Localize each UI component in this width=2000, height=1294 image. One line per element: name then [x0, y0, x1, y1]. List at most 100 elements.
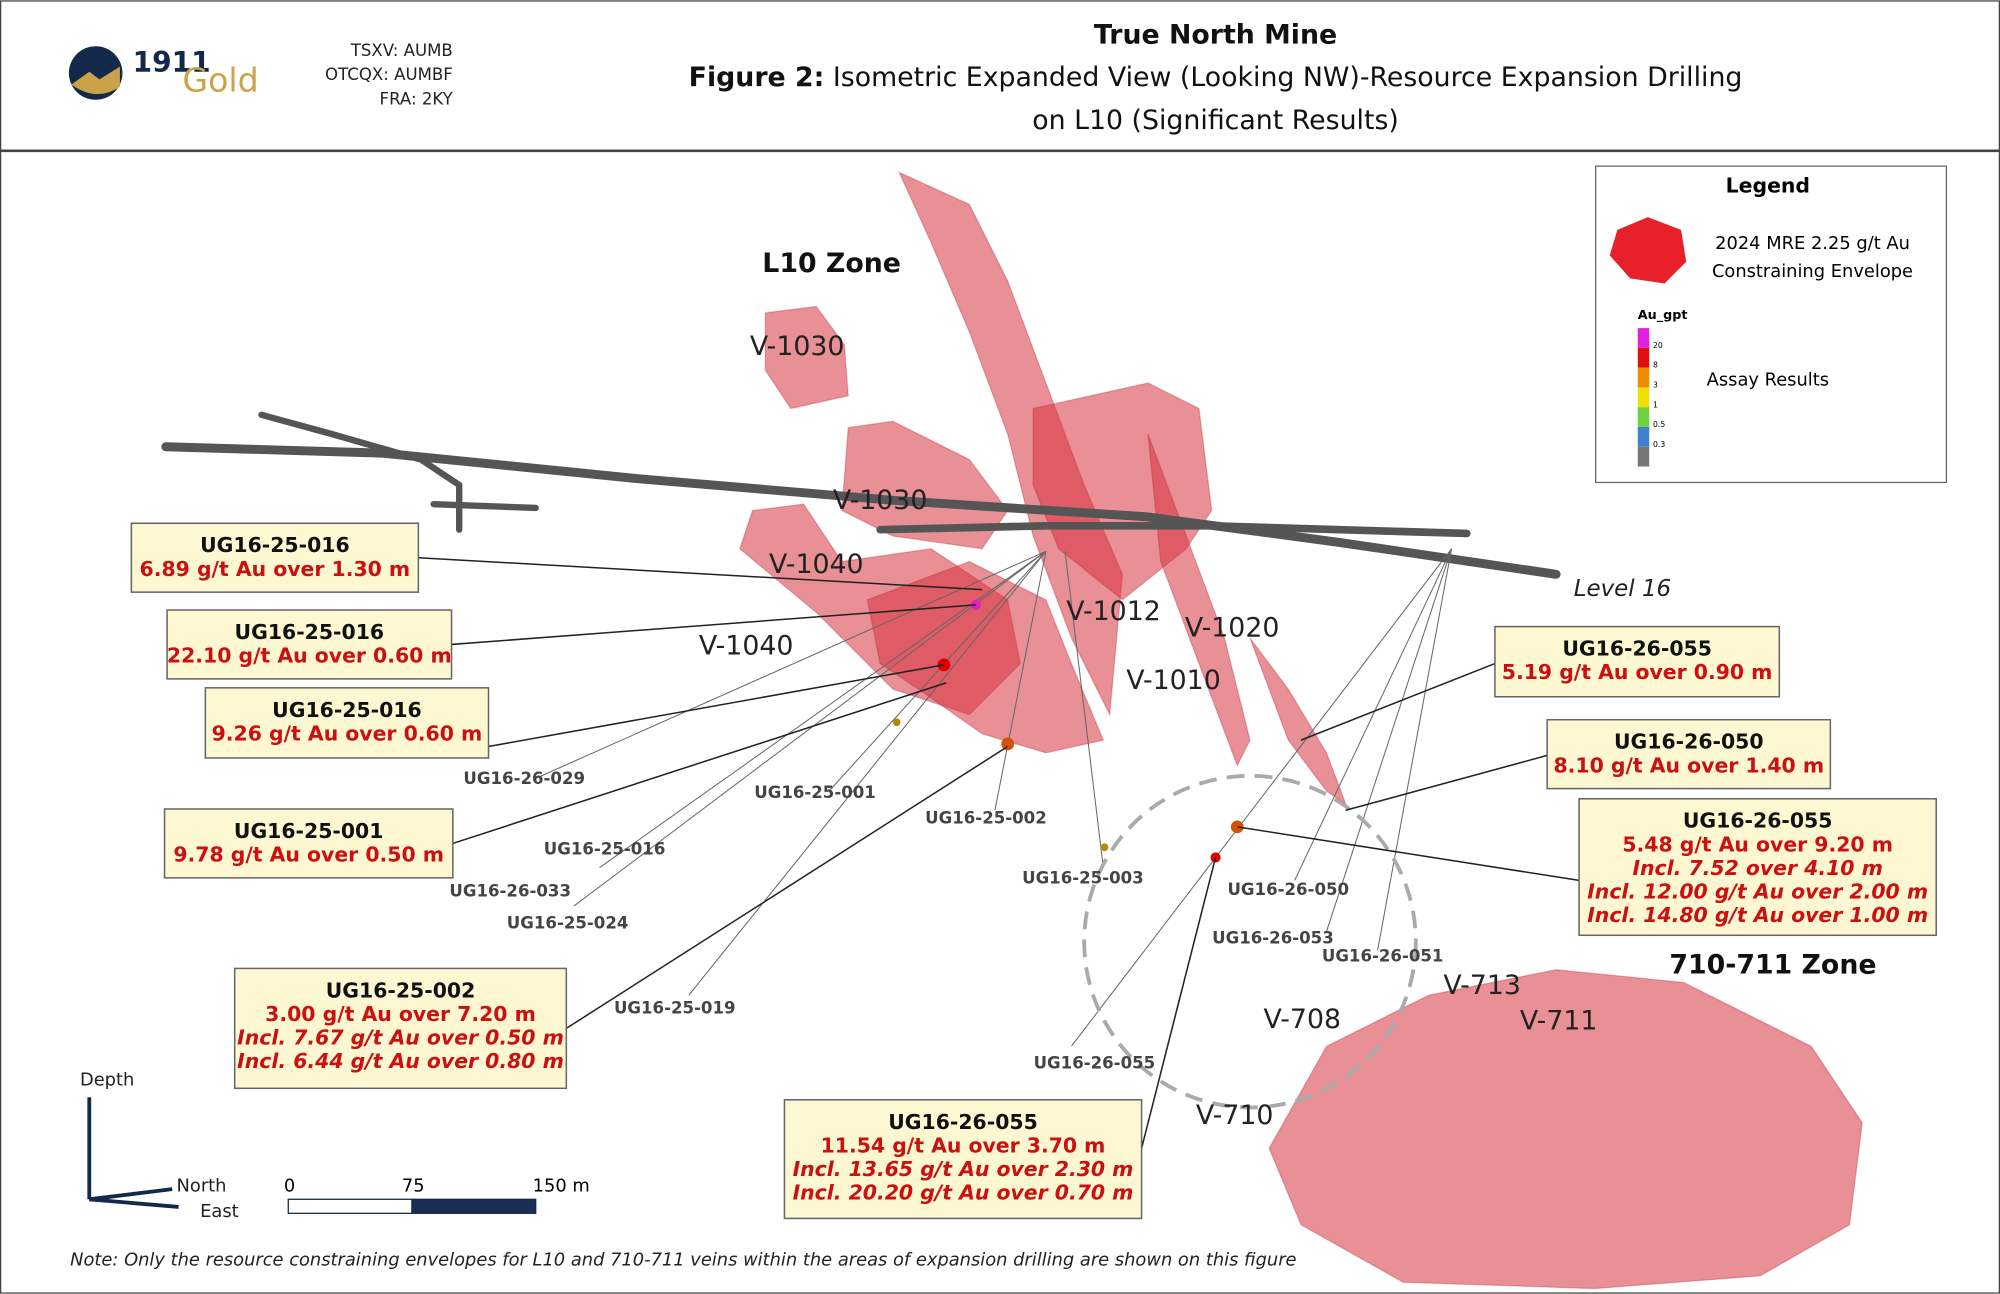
- assay: [1001, 737, 1015, 751]
- scale-segment: [287, 1198, 413, 1214]
- scale-tick: 1: [1653, 400, 1658, 409]
- logo-number: 1911: [133, 46, 211, 79]
- callout-box: [166, 609, 453, 680]
- zone-label: L10 Zone: [762, 248, 901, 279]
- drill-hole-label: UG16-26-055: [1034, 1054, 1156, 1073]
- callout-hole: UG16-25-016: [200, 533, 350, 557]
- scale-label: 75: [402, 1176, 425, 1197]
- leader-line: [1300, 662, 1496, 741]
- callout-result: Incl. 6.44 g/t Au over 0.80 m: [237, 1049, 564, 1073]
- callout-hole: UG16-26-050: [1614, 730, 1764, 754]
- callout-box: [1578, 798, 1937, 937]
- callout-hole: UG16-25-016: [272, 698, 422, 722]
- drill-hole-label: UG16-26-053: [1212, 929, 1334, 948]
- title: True North Mine: [1094, 20, 1337, 51]
- leader-line: [565, 745, 1009, 1030]
- axis: [89, 1197, 179, 1209]
- tunnels: [161, 411, 1561, 579]
- labels: L10 Zone 710-711 Zone V-1030 V-1030 V-1040 V-…: [130, 248, 1937, 1220]
- axis-label: Depth: [80, 1070, 134, 1091]
- callout-result: 5.48 g/t Au over 9.20 m: [1622, 832, 1893, 856]
- callout-hole: UG16-26-055: [1683, 809, 1833, 833]
- envelopes: [739, 171, 1863, 1290]
- color-scale: 20 8 3 1 0.5 0.3: [1637, 328, 1665, 467]
- logo-peak: [71, 66, 120, 95]
- level-label: Level 16: [1574, 576, 1671, 602]
- drift: [258, 411, 463, 533]
- callout-result: 8.10 g/t Au over 1.40 m: [1553, 753, 1824, 777]
- vein-label: V-1040: [769, 549, 864, 580]
- vein-label: V-1030: [750, 331, 845, 362]
- figure-label: Figure 2:: [689, 62, 825, 93]
- scale-tick: 8: [1653, 361, 1658, 370]
- assay: [892, 718, 901, 727]
- callout-box: [130, 522, 420, 593]
- drill-hole-label: UG16-25-001: [754, 783, 876, 802]
- callout-result: Incl. 13.65 g/t Au over 2.30 m: [793, 1157, 1134, 1181]
- trace: [688, 551, 1047, 996]
- callout-result: Incl. 20.20 g/t Au over 0.70 m: [793, 1181, 1134, 1205]
- drift: [430, 500, 539, 512]
- trace: [828, 550, 1047, 792]
- axis-label: North: [177, 1176, 227, 1197]
- drill-hole-label: UG16-25-002: [925, 809, 1047, 828]
- scale-label: 150 m: [533, 1176, 590, 1197]
- trace: [994, 551, 1047, 811]
- drift: [161, 442, 1561, 579]
- assay: [1100, 843, 1109, 852]
- leader-line: [1345, 754, 1548, 812]
- trace: [1326, 548, 1453, 932]
- callout-result: 11.54 g/t Au over 3.70 m: [821, 1133, 1106, 1157]
- zone-label: 710-711 Zone: [1669, 949, 1876, 980]
- leader-line: [488, 664, 945, 748]
- scale-label: 0: [284, 1176, 295, 1197]
- legend-scale-title: Au_gpt: [1638, 308, 1688, 323]
- vein-label: V-708: [1264, 1004, 1342, 1035]
- callout-hole: UG16-25-016: [235, 620, 385, 644]
- scale-swatch: [1637, 407, 1650, 427]
- scale-segment: [411, 1198, 537, 1214]
- leader-line: [452, 681, 947, 845]
- ticker: TSXV: AUMB: [350, 41, 453, 60]
- drill-hole-label: UG16-25-016: [544, 839, 666, 858]
- leader-line: [451, 604, 976, 646]
- trace: [1294, 548, 1452, 881]
- trace: [1071, 548, 1452, 1047]
- drill-hole-label: UG16-26-050: [1227, 880, 1349, 899]
- vein-label: V-710: [1196, 1100, 1274, 1131]
- vein-label: V-1030: [833, 485, 928, 516]
- callout-result: 6.89 g/t Au over 1.30 m: [140, 557, 411, 581]
- callout-box: [204, 687, 490, 759]
- callout-result: 9.26 g/t Au over 0.60 m: [212, 721, 483, 745]
- scale-swatch: [1637, 347, 1650, 368]
- scale-swatch: [1637, 367, 1650, 388]
- callout-result: Incl. 12.00 g/t Au over 2.00 m: [1587, 880, 1928, 904]
- ticker: FRA: 2KY: [380, 89, 454, 108]
- leader-line: [1140, 857, 1217, 1149]
- callout-result: Incl. 7.52 over 4.10 m: [1632, 856, 1882, 880]
- legend-box: [1595, 165, 1948, 484]
- drill-hole-label: UG16-26-033: [449, 881, 571, 900]
- scale-tick: 3: [1653, 381, 1658, 390]
- focus-circle: [1082, 773, 1418, 1110]
- drift: [876, 522, 1471, 538]
- envelope: [764, 305, 849, 410]
- drill-hole-label: UG16-25-024: [507, 913, 629, 932]
- scale-tick: 0.5: [1653, 420, 1665, 429]
- assay: [1210, 852, 1221, 863]
- axis-label: East: [200, 1201, 239, 1222]
- legend-title: Legend: [1726, 174, 1810, 198]
- callout-box: [1494, 625, 1781, 698]
- vein-label: V-713: [1443, 970, 1521, 1001]
- figure-caption: on L10 (Significant Results): [1032, 105, 1399, 136]
- drill-hole-label: UG16-26-029: [463, 769, 585, 788]
- figure-caption: Isometric Expanded View (Looking NW)-Res…: [833, 62, 1743, 93]
- legend-envelope-label: 2024 MRE 2.25 g/t Au: [1715, 233, 1910, 254]
- callout-box: [783, 1099, 1143, 1220]
- trace: [1377, 548, 1453, 951]
- callout-result: Incl. 14.80 g/t Au over 1.00 m: [1587, 903, 1928, 927]
- legend-envelope-label: Constraining Envelope: [1712, 261, 1913, 282]
- callout-result: 9.78 g/t Au over 0.50 m: [173, 843, 444, 867]
